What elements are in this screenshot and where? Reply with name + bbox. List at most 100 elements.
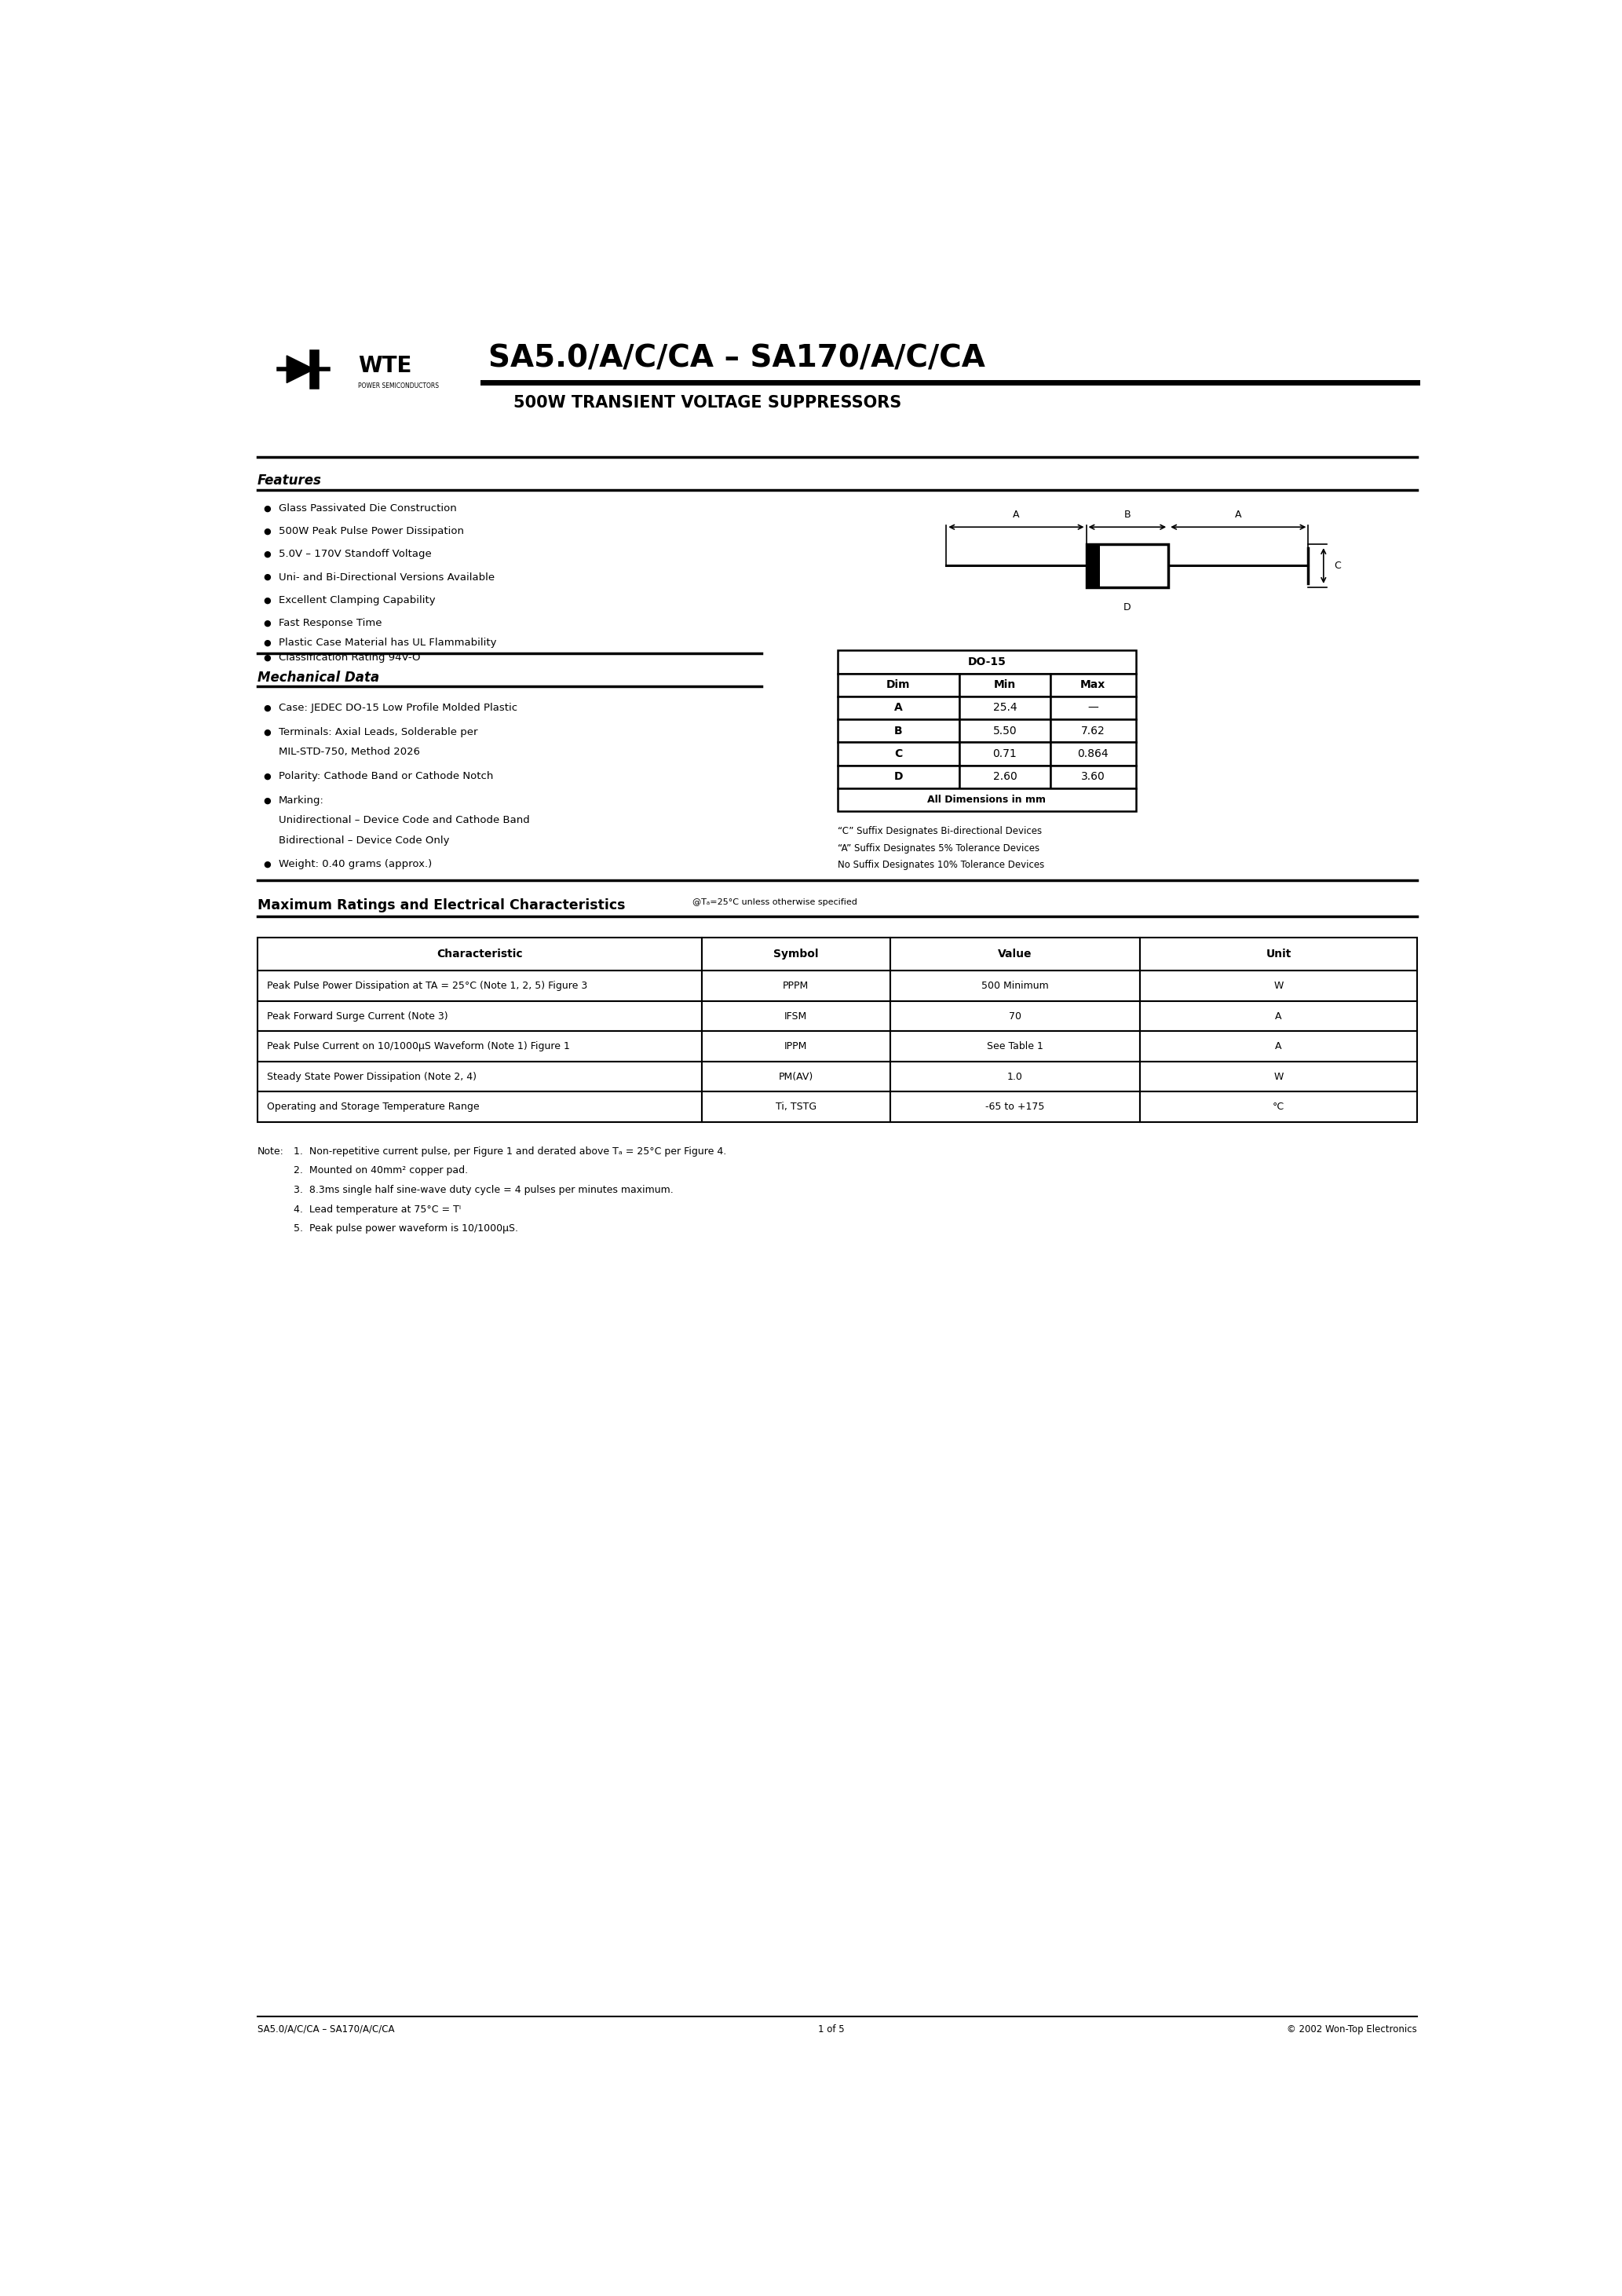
Text: Polarity: Cathode Band or Cathode Notch: Polarity: Cathode Band or Cathode Notch <box>279 771 493 781</box>
Text: ●: ● <box>264 861 271 868</box>
Bar <box>890 1001 1140 1031</box>
Bar <box>837 650 1135 673</box>
Bar <box>890 1031 1140 1061</box>
Bar <box>1051 742 1135 765</box>
Bar <box>890 971 1140 1001</box>
Text: 2.60: 2.60 <box>993 771 1017 783</box>
Text: See Table 1: See Table 1 <box>986 1042 1043 1052</box>
Text: No Suffix Designates 10% Tolerance Devices: No Suffix Designates 10% Tolerance Devic… <box>837 861 1045 870</box>
Text: Note:: Note: <box>258 1146 284 1157</box>
Bar <box>702 937 890 971</box>
Text: WTE: WTE <box>358 356 412 377</box>
Text: 3.60: 3.60 <box>1080 771 1105 783</box>
Text: ●: ● <box>264 574 271 581</box>
Bar <box>1140 1031 1418 1061</box>
Text: ●: ● <box>264 620 271 627</box>
Bar <box>1140 937 1418 971</box>
Text: —: — <box>1088 703 1098 714</box>
Bar <box>837 673 959 696</box>
Bar <box>1087 544 1168 588</box>
Bar <box>258 1001 702 1031</box>
Bar <box>258 1061 702 1093</box>
Bar <box>1140 1061 1418 1093</box>
Text: Unit: Unit <box>1265 948 1291 960</box>
Text: 5.  Peak pulse power waveform is 10/1000μS.: 5. Peak pulse power waveform is 10/1000μ… <box>294 1224 519 1233</box>
Text: ●: ● <box>264 705 271 712</box>
Polygon shape <box>287 356 315 383</box>
Text: Peak Pulse Power Dissipation at TA = 25°C (Note 1, 2, 5) Figure 3: Peak Pulse Power Dissipation at TA = 25°… <box>266 980 587 992</box>
Text: 500 Minimum: 500 Minimum <box>981 980 1049 992</box>
Text: Peak Forward Surge Current (Note 3): Peak Forward Surge Current (Note 3) <box>266 1010 448 1022</box>
Text: © 2002 Won-Top Electronics: © 2002 Won-Top Electronics <box>1288 2025 1418 2034</box>
Bar <box>702 971 890 1001</box>
Text: 25.4: 25.4 <box>993 703 1017 714</box>
Text: 0.71: 0.71 <box>993 748 1017 760</box>
Text: 5.50: 5.50 <box>993 726 1017 737</box>
Text: W: W <box>1273 980 1283 992</box>
Text: C: C <box>1335 560 1341 572</box>
Text: Max: Max <box>1080 680 1106 691</box>
Bar <box>890 937 1140 971</box>
Text: ●: ● <box>264 505 271 512</box>
Bar <box>837 696 959 719</box>
Text: 1.  Non-repetitive current pulse, per Figure 1 and derated above Tₐ = 25°C per F: 1. Non-repetitive current pulse, per Fig… <box>294 1146 727 1157</box>
Text: A: A <box>1275 1010 1281 1022</box>
Text: ●: ● <box>264 728 271 737</box>
Text: All Dimensions in mm: All Dimensions in mm <box>928 794 1046 806</box>
Text: Excellent Clamping Capability: Excellent Clamping Capability <box>279 595 436 606</box>
Text: 500W TRANSIENT VOLTAGE SUPPRESSORS: 500W TRANSIENT VOLTAGE SUPPRESSORS <box>513 395 902 411</box>
Text: Maximum Ratings and Electrical Characteristics: Maximum Ratings and Electrical Character… <box>258 898 626 912</box>
Bar <box>1051 673 1135 696</box>
Text: Plastic Case Material has UL Flammability: Plastic Case Material has UL Flammabilit… <box>279 638 496 647</box>
Bar <box>258 1093 702 1123</box>
Bar <box>959 696 1051 719</box>
Bar <box>959 742 1051 765</box>
Text: Ti, TSTG: Ti, TSTG <box>775 1102 816 1111</box>
Bar <box>837 765 959 788</box>
Text: Steady State Power Dissipation (Note 2, 4): Steady State Power Dissipation (Note 2, … <box>266 1072 477 1081</box>
Bar <box>959 673 1051 696</box>
Bar <box>258 971 702 1001</box>
Text: Unidirectional – Device Code and Cathode Band: Unidirectional – Device Code and Cathode… <box>279 815 530 824</box>
Text: “A” Suffix Designates 5% Tolerance Devices: “A” Suffix Designates 5% Tolerance Devic… <box>837 843 1040 854</box>
Text: B: B <box>894 726 902 737</box>
Bar <box>258 1031 702 1061</box>
Text: 500W Peak Pulse Power Dissipation: 500W Peak Pulse Power Dissipation <box>279 526 464 537</box>
Bar <box>837 719 959 742</box>
Text: 70: 70 <box>1009 1010 1022 1022</box>
Text: ●: ● <box>264 528 271 535</box>
Bar <box>1051 719 1135 742</box>
Text: A: A <box>1012 510 1020 519</box>
Text: Weight: 0.40 grams (approx.): Weight: 0.40 grams (approx.) <box>279 859 431 870</box>
Text: “C” Suffix Designates Bi-directional Devices: “C” Suffix Designates Bi-directional Dev… <box>837 827 1041 836</box>
Text: ●: ● <box>264 551 271 558</box>
Text: SA5.0/A/C/CA – SA170/A/C/CA: SA5.0/A/C/CA – SA170/A/C/CA <box>258 2025 394 2034</box>
Text: Bidirectional – Device Code Only: Bidirectional – Device Code Only <box>279 836 449 845</box>
Text: D: D <box>894 771 903 783</box>
Bar <box>258 937 702 971</box>
Bar <box>890 1093 1140 1123</box>
Bar <box>702 1093 890 1123</box>
Text: IFSM: IFSM <box>785 1010 808 1022</box>
Text: -65 to +175: -65 to +175 <box>986 1102 1045 1111</box>
Text: D: D <box>1124 602 1131 613</box>
Text: 1 of 5: 1 of 5 <box>817 2025 845 2034</box>
Text: Terminals: Axial Leads, Solderable per: Terminals: Axial Leads, Solderable per <box>279 728 478 737</box>
Text: 1.0: 1.0 <box>1007 1072 1023 1081</box>
Text: 7.62: 7.62 <box>1080 726 1105 737</box>
Text: Uni- and Bi-Directional Versions Available: Uni- and Bi-Directional Versions Availab… <box>279 572 495 583</box>
Text: Glass Passivated Die Construction: Glass Passivated Die Construction <box>279 503 457 514</box>
Text: A: A <box>1234 510 1242 519</box>
Text: Mechanical Data: Mechanical Data <box>258 670 380 684</box>
Text: Classification Rating 94V-O: Classification Rating 94V-O <box>279 652 420 664</box>
Text: @Tₐ=25°C unless otherwise specified: @Tₐ=25°C unless otherwise specified <box>693 898 858 907</box>
Text: C: C <box>894 748 902 760</box>
Text: °C: °C <box>1273 1102 1285 1111</box>
Text: A: A <box>1275 1042 1281 1052</box>
Bar <box>702 1061 890 1093</box>
Bar <box>702 1001 890 1031</box>
Text: ●: ● <box>264 797 271 804</box>
Text: 3.  8.3ms single half sine-wave duty cycle = 4 pulses per minutes maximum.: 3. 8.3ms single half sine-wave duty cycl… <box>294 1185 673 1196</box>
Text: 5.0V – 170V Standoff Voltage: 5.0V – 170V Standoff Voltage <box>279 549 431 560</box>
Text: W: W <box>1273 1072 1283 1081</box>
